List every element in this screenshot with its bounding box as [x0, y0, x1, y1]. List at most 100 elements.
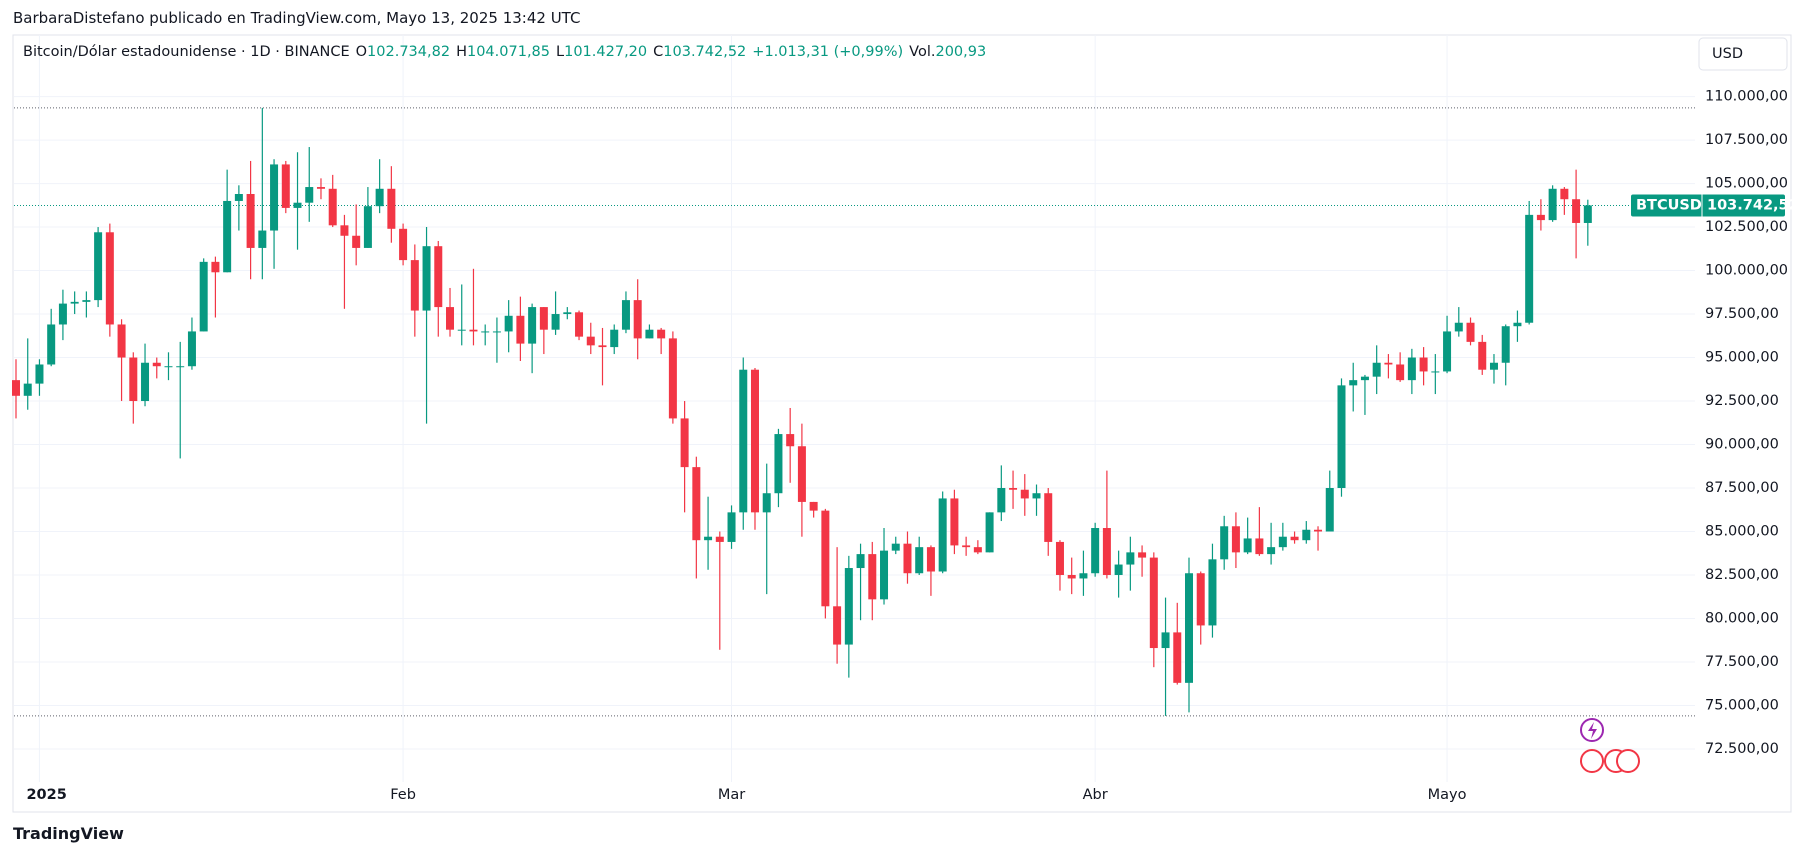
candle-body — [1055, 541, 1064, 575]
x-tick-label: Abr — [1083, 787, 1108, 803]
x-tick-label: Mar — [718, 787, 745, 803]
ohlc-value: 101.427,20 — [564, 44, 648, 60]
candle-body — [1572, 199, 1581, 223]
currency-button[interactable] — [1698, 37, 1788, 71]
candle-body — [1466, 322, 1475, 342]
candle-body — [1396, 364, 1405, 381]
candle-body — [1349, 380, 1358, 386]
candle-body — [833, 606, 842, 645]
candle-body — [105, 232, 114, 325]
candle-body — [328, 188, 337, 226]
candle-body — [645, 329, 654, 339]
candle-body — [551, 314, 560, 330]
plot-area: 72.500,00 75.000,00 77.500,00 80.000,00 82.5… — [12, 35, 1788, 803]
candle-body — [1314, 529, 1323, 532]
ohlc-value: 103.742,52 — [663, 44, 747, 60]
candle-body — [821, 510, 830, 607]
y-tick-label: 105.000,00 — [1705, 176, 1788, 192]
candle-body — [223, 200, 232, 273]
candle-body — [481, 331, 490, 333]
candle-body — [985, 512, 994, 553]
candle-body — [657, 329, 666, 339]
candle-body — [539, 307, 548, 330]
candle-body — [880, 550, 889, 600]
candle-body — [176, 366, 185, 368]
ohlc-key: L — [556, 44, 565, 60]
candle-body — [199, 261, 208, 332]
y-tick-label: 77.500,00 — [1705, 654, 1779, 670]
y-tick-label: 102.500,00 — [1705, 219, 1788, 235]
candle-body — [1126, 552, 1135, 565]
y-tick-label: 75.000,00 — [1705, 697, 1779, 713]
candle-body — [352, 235, 361, 248]
candle-body — [129, 357, 138, 402]
candle-body — [1173, 632, 1182, 683]
candle-body — [1513, 322, 1522, 327]
candle-body — [47, 324, 56, 365]
candle-body — [1149, 557, 1158, 649]
candle-body — [973, 547, 982, 553]
candle-body — [363, 206, 372, 248]
change-value: +1.013,31 (+0,99%) — [752, 44, 904, 60]
candle-body — [633, 300, 642, 339]
candle-body — [246, 194, 255, 248]
candle-body — [35, 364, 44, 384]
candle-body — [375, 188, 384, 207]
candle-body — [809, 501, 818, 511]
y-tick-label: 90.000,00 — [1705, 437, 1779, 453]
event-icon-glyph — [1588, 722, 1597, 739]
candle-body — [1372, 362, 1381, 377]
candle-body — [891, 543, 900, 551]
candle-body — [1560, 188, 1569, 200]
candle-body — [281, 164, 290, 208]
candle-body — [1102, 528, 1111, 575]
candle-body — [516, 315, 525, 344]
candle-body — [844, 568, 853, 645]
candle-body — [164, 366, 173, 368]
candle-body — [715, 536, 724, 542]
candle-body — [1138, 552, 1147, 558]
candle-body — [575, 312, 584, 337]
candle-body — [704, 536, 713, 541]
candle-body — [82, 300, 91, 302]
candle-body — [1360, 376, 1369, 381]
candle-body — [457, 329, 466, 331]
candle-body — [1583, 205, 1592, 223]
candle-body — [926, 547, 935, 572]
symbol-legend: Bitcoin/Dólar estadounidense · 1D · BINA… — [23, 44, 992, 60]
candle-body — [387, 188, 396, 229]
candle-body — [58, 303, 67, 325]
candle-body — [692, 467, 701, 541]
candle-body — [316, 187, 325, 189]
volume-value: 200,93 — [935, 44, 987, 60]
ohlc-value: 102.734,82 — [367, 44, 451, 60]
candle-body — [786, 434, 795, 447]
volume-key: Vol. — [909, 44, 936, 60]
candle-body — [1525, 214, 1534, 323]
y-tick-label: 95.000,00 — [1705, 350, 1779, 366]
candle-body — [94, 232, 103, 301]
price-tag-value: 103.742,52 — [1707, 197, 1799, 213]
candle-body — [1325, 488, 1334, 532]
event-flag[interactable] — [1616, 749, 1640, 773]
candle-body — [1337, 385, 1346, 489]
candle-body — [1267, 547, 1276, 555]
candle-body — [528, 307, 537, 344]
y-tick-label: 107.500,00 — [1705, 132, 1788, 148]
x-tick-label: Feb — [390, 787, 416, 803]
candle-body — [1548, 188, 1557, 221]
candle-body — [117, 324, 126, 358]
event-flag[interactable] — [1580, 749, 1604, 773]
candle-body — [1407, 357, 1416, 381]
candle-body — [1020, 489, 1029, 499]
ohlc-value: 104.071,85 — [466, 44, 551, 60]
candle-body — [1161, 632, 1170, 649]
candle-body — [1032, 493, 1041, 499]
candle-body — [950, 498, 959, 546]
y-tick-label: 87.500,00 — [1705, 480, 1779, 496]
candle-body — [410, 260, 419, 311]
candle-body — [1243, 538, 1252, 553]
candle-body — [797, 446, 806, 502]
